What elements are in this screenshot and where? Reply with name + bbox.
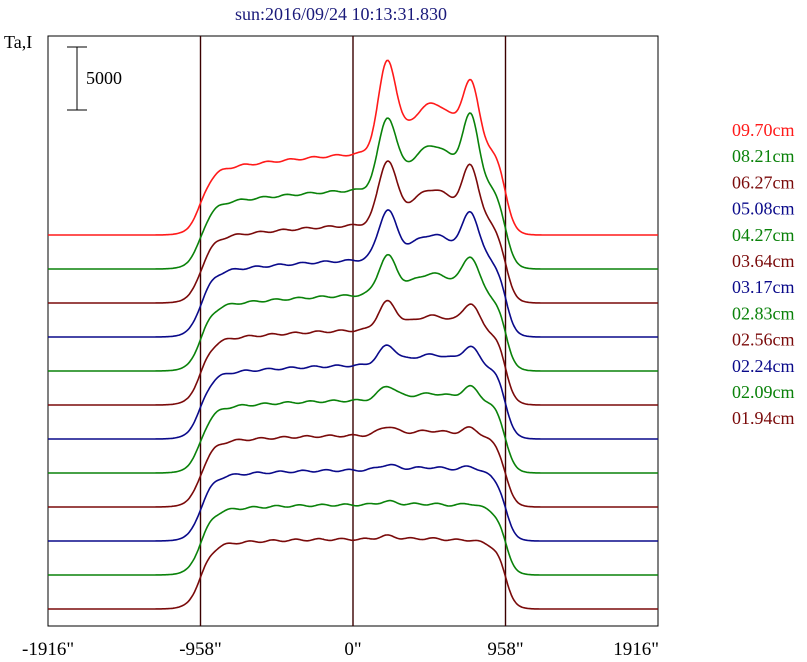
legend-entry: 06.27cm <box>732 172 795 192</box>
series-line-02.09cm <box>48 499 658 576</box>
legend-entry: 02.56cm <box>732 330 795 350</box>
series-line-05.08cm <box>48 209 658 338</box>
series-line-02.24cm <box>48 463 658 542</box>
x-tick-label: 1916" <box>613 639 659 660</box>
scale-bar-label: 5000 <box>86 68 122 88</box>
legend-entry: 02.83cm <box>732 303 795 323</box>
legend-entry: 03.17cm <box>732 277 795 297</box>
series-line-06.27cm <box>48 160 658 304</box>
x-tick-labels: -1916" -958" 0" 958" 1916" <box>22 639 659 660</box>
x-tick-label: 958" <box>487 639 523 660</box>
legend-entry: 09.70cm <box>732 120 795 140</box>
legend-entry: 02.09cm <box>732 382 795 402</box>
series-line-01.94cm <box>48 534 658 610</box>
series-line-03.64cm <box>48 299 658 406</box>
legend-entry: 03.64cm <box>732 251 795 271</box>
series-line-08.21cm <box>48 112 658 270</box>
series-line-03.17cm <box>48 344 658 440</box>
legend-entry: 04.27cm <box>732 225 795 245</box>
scale-bar: 5000 <box>67 46 122 111</box>
y-axis-label: Ta,I <box>4 32 32 52</box>
series-line-02.83cm <box>48 384 658 474</box>
series-line-09.70cm <box>48 59 658 236</box>
legend: 09.70cm 08.21cm 06.27cm 05.08cm 04.27cm 03.64… <box>732 120 795 428</box>
chart-title: sun:2016/09/24 10:13:31.830 <box>235 4 447 24</box>
legend-entry: 01.94cm <box>732 408 795 428</box>
series-line-04.27cm <box>48 253 658 372</box>
spectra-series <box>48 59 658 610</box>
legend-entry: 05.08cm <box>732 199 795 219</box>
x-tick-label: -1916" <box>22 639 74 660</box>
x-tick-label: 0" <box>344 639 361 660</box>
legend-entry: 08.21cm <box>732 146 795 166</box>
series-line-02.56cm <box>48 426 658 508</box>
legend-entry: 02.24cm <box>732 356 795 376</box>
x-tick-label: -958" <box>179 639 222 660</box>
